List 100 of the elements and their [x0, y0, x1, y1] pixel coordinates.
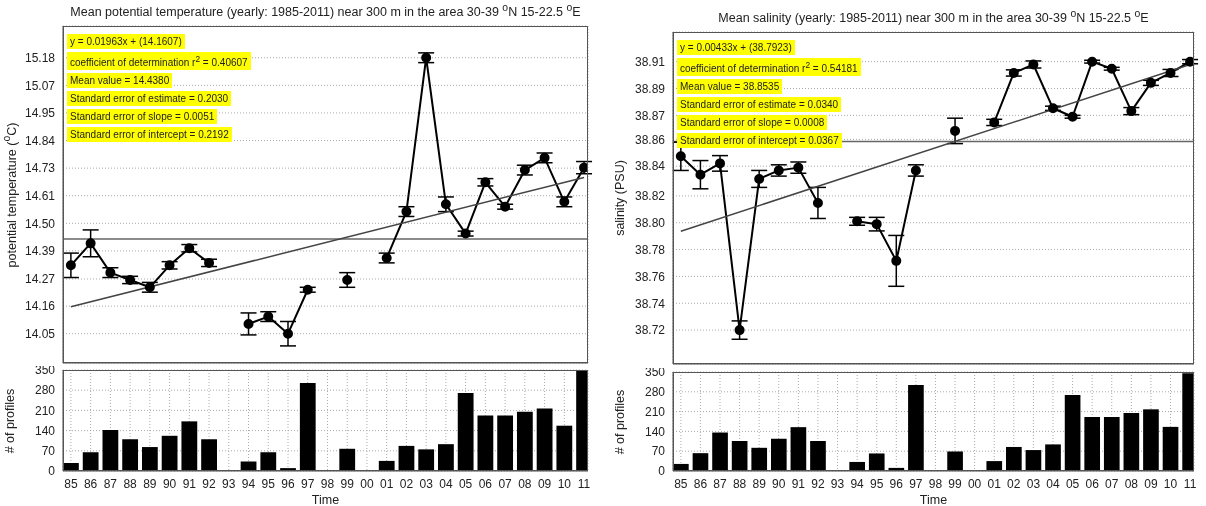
y-tick-label: 14.39 — [24, 244, 56, 259]
y-tick-label: 70 — [651, 444, 666, 459]
bar — [497, 415, 514, 471]
x-tick-label: 91 — [791, 476, 806, 491]
bar — [378, 460, 395, 471]
point — [85, 238, 96, 249]
bar — [299, 382, 316, 471]
y-tick-label: 14.50 — [24, 216, 56, 231]
x-tick-label: 05 — [1065, 476, 1080, 491]
point — [871, 219, 882, 230]
y-tick-label: 38.89 — [634, 81, 666, 96]
bar — [457, 393, 474, 471]
bar — [536, 408, 553, 471]
bar — [122, 439, 139, 471]
x-tick-label: 86 — [83, 476, 98, 491]
y-tick-label: 38.74 — [634, 296, 666, 311]
x-tick-label: 94 — [850, 476, 865, 491]
bar — [339, 448, 356, 471]
x-tick-label: 03 — [419, 476, 434, 491]
annotation: Standard error of slope = 0.0008 — [677, 115, 828, 131]
point — [184, 243, 195, 254]
x-tick-label: 92 — [811, 476, 825, 491]
point — [559, 196, 570, 207]
x-tick-label: 89 — [752, 476, 767, 491]
y-axis-title: # of profiles — [613, 389, 627, 454]
y-tick-label: 14.61 — [24, 188, 56, 203]
y-tick-label: 14.05 — [24, 326, 56, 341]
x-tick-label: 11 — [1183, 476, 1197, 491]
x-tick-label: 08 — [518, 476, 532, 491]
bar — [810, 441, 826, 471]
point — [381, 252, 392, 263]
x-tick-label: 86 — [693, 476, 708, 491]
point — [1087, 56, 1098, 67]
x-tick-label: 96 — [281, 476, 295, 491]
y-tick-label: 140 — [644, 424, 666, 439]
point — [1067, 111, 1078, 122]
x-tick-label: 90 — [162, 476, 177, 491]
point — [1126, 106, 1137, 117]
x-tick-label: 09 — [1144, 476, 1158, 491]
point — [144, 282, 155, 293]
x-tick-label: 97 — [301, 476, 315, 491]
x-tick-label: 00 — [967, 476, 982, 491]
x-tick-label: 11 — [577, 476, 591, 491]
bar — [201, 439, 217, 471]
y-tick-label: 210 — [34, 403, 56, 418]
x-tick-label: 95 — [261, 476, 276, 491]
y-tick-label: 14.27 — [24, 272, 56, 287]
y-tick-label: 14.84 — [24, 133, 56, 148]
x-tick-label: 05 — [458, 476, 473, 491]
point — [539, 152, 550, 163]
x-tick-label: 06 — [478, 476, 493, 491]
x-tick-label: 97 — [909, 476, 923, 491]
bar — [1123, 413, 1140, 471]
annotation: Standard error of estimate = 0.0340 — [677, 97, 842, 113]
annotation: Mean value = 14.4380 — [67, 73, 173, 89]
point — [1145, 77, 1156, 88]
point — [440, 199, 451, 210]
bar — [556, 425, 573, 471]
point — [812, 197, 823, 208]
y-tick-label: 38.82 — [634, 189, 666, 204]
x-tick-label: 90 — [772, 476, 786, 491]
x-tick-label: 10 — [1163, 476, 1178, 491]
bar — [438, 444, 454, 471]
point — [989, 117, 1000, 128]
y-tick-label: 15.07 — [24, 78, 56, 93]
x-tick-label: 03 — [1026, 476, 1041, 491]
annotation: coefficient of determination r$^{2}$ = 0.40607 — [67, 52, 251, 71]
bar — [790, 427, 807, 471]
annotation: Mean value = 38.8535 — [677, 79, 783, 95]
x-tick-label: 02 — [1007, 476, 1021, 491]
y-tick-label: 38.76 — [634, 269, 666, 284]
point — [1185, 56, 1194, 67]
bar — [141, 447, 158, 471]
point — [421, 52, 432, 63]
bar — [986, 461, 1003, 471]
x-tick-label: 85 — [64, 476, 78, 491]
annotation: Standard error of estimate = 0.2030 — [67, 91, 232, 107]
y-tick-label: 70 — [41, 444, 56, 459]
bar — [1064, 394, 1081, 471]
annotation: Standard error of intercept = 0.2192 — [67, 127, 232, 143]
x-tick-label: 87 — [713, 476, 727, 491]
point — [125, 274, 136, 285]
bar — [260, 452, 277, 471]
y-axis-title: salinity (PSU) — [613, 160, 627, 236]
y-tick-label: 38.91 — [634, 54, 666, 69]
point — [1008, 67, 1019, 78]
chart-title: Mean potential temperature (yearly: 1985-2011) near 300 m in the area 30-39 $^{o}$N 15-22.5 $^{o}$E — [69, 2, 582, 20]
bar — [82, 452, 99, 471]
bar — [516, 411, 533, 471]
point — [1106, 63, 1117, 74]
bar — [418, 449, 435, 471]
y-tick-label: 350 — [644, 365, 666, 380]
bar — [181, 421, 198, 471]
y-tick-label: 0 — [48, 464, 56, 479]
bar — [712, 432, 728, 471]
annotation: Standard error of intercept = 0.0367 — [677, 133, 842, 149]
x-tick-label: 09 — [537, 476, 552, 491]
x-tick-label: 99 — [948, 476, 963, 491]
bar — [692, 453, 709, 471]
x-tick-label: 88 — [123, 476, 138, 491]
